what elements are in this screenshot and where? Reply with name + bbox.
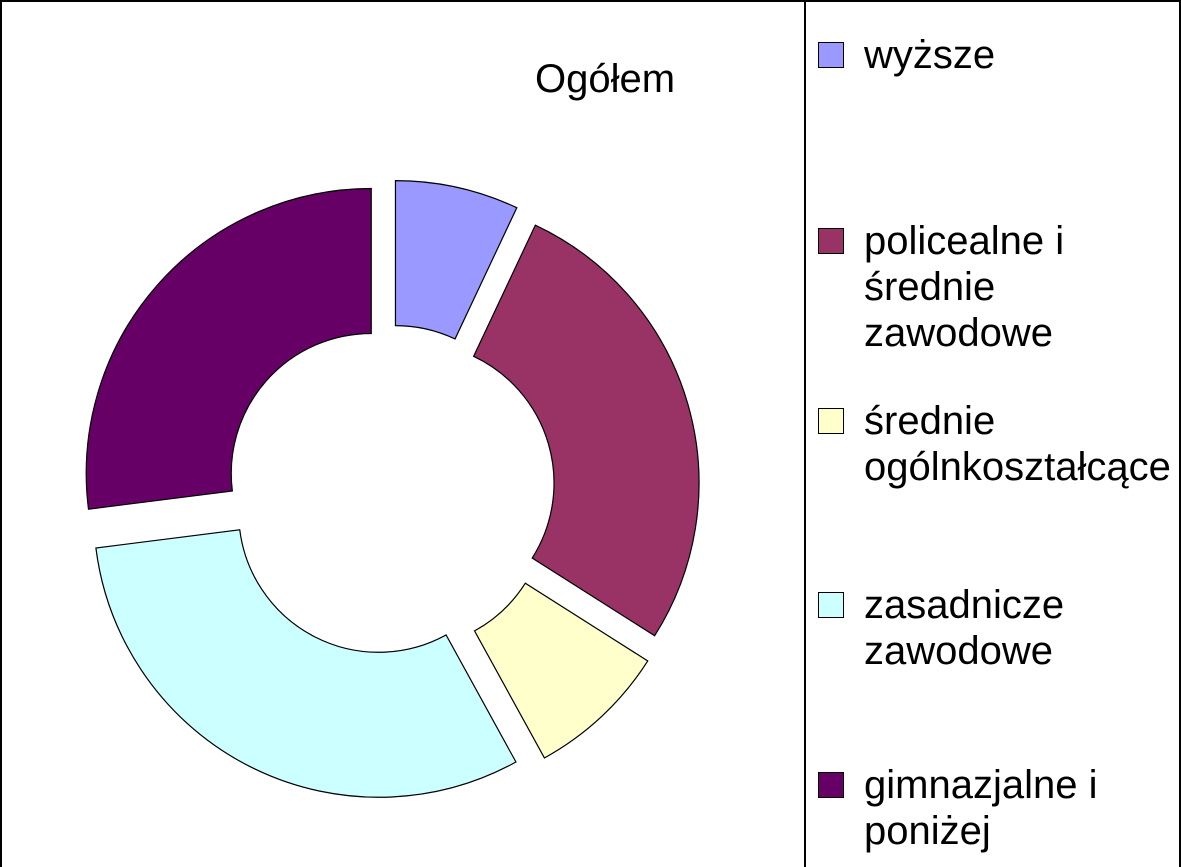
legend-label: wyższe bbox=[864, 33, 996, 77]
legend-swatch bbox=[818, 592, 844, 618]
legend-item: średnie ogólnkoształcące bbox=[818, 398, 1178, 490]
donut-slice bbox=[95, 529, 517, 798]
legend-item: wyższe bbox=[818, 32, 1178, 78]
donut-slice bbox=[394, 180, 518, 340]
donut-slice bbox=[85, 187, 372, 510]
legend-swatch bbox=[818, 42, 844, 68]
chart-title: Ogółem bbox=[535, 57, 675, 101]
donut-slice bbox=[473, 582, 649, 759]
legend-label: policealne i średnie zawodowe bbox=[864, 219, 1065, 355]
legend-swatch bbox=[818, 772, 844, 798]
legend-label: gimnazjalne i poniżej bbox=[864, 763, 1098, 853]
legend-swatch bbox=[818, 228, 844, 254]
legend-item: zasadnicze zawodowe bbox=[818, 582, 1178, 674]
legend-swatch bbox=[818, 408, 844, 434]
legend-item: gimnazjalne i poniżej bbox=[818, 762, 1178, 854]
legend-label: średnie ogólnkoształcące bbox=[864, 399, 1171, 489]
legend-item: policealne i średnie zawodowe bbox=[818, 218, 1178, 356]
donut-slice bbox=[472, 224, 700, 637]
legend-label: zasadnicze zawodowe bbox=[864, 583, 1065, 673]
